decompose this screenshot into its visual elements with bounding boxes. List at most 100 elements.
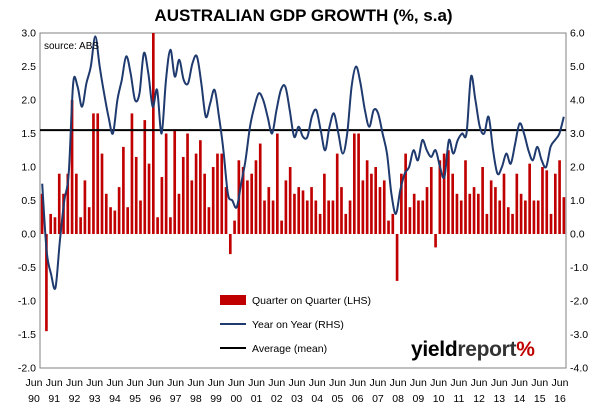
qoq-bar bbox=[207, 207, 211, 234]
qoq-bar bbox=[258, 143, 262, 234]
qoq-bar bbox=[156, 217, 159, 234]
qoq-bar bbox=[139, 200, 142, 234]
qoq-bar bbox=[318, 213, 322, 234]
x-tick-year: 00 bbox=[230, 393, 242, 405]
y-right-tick-label: 1.0 bbox=[570, 195, 585, 207]
x-tick-year: 05 bbox=[332, 393, 344, 405]
qoq-bar bbox=[263, 200, 266, 234]
qoq-bar bbox=[447, 150, 450, 234]
x-tick-month: Jun bbox=[228, 377, 245, 389]
qoq-bar bbox=[314, 200, 318, 234]
qoq-bar bbox=[502, 173, 506, 234]
qoq-bar bbox=[134, 156, 138, 234]
qoq-bar bbox=[220, 153, 224, 234]
plot-area bbox=[39, 32, 567, 369]
y-left-tick-label: 1.5 bbox=[21, 128, 36, 140]
qoq-bar bbox=[498, 200, 502, 234]
qoq-bar bbox=[387, 220, 390, 234]
qoq-bar bbox=[164, 133, 168, 234]
qoq-bar bbox=[357, 133, 360, 234]
qoq-bar bbox=[344, 213, 348, 234]
x-tick-month: Jun bbox=[268, 377, 285, 389]
qoq-bar bbox=[117, 187, 121, 234]
x-tick-month: Jun bbox=[390, 377, 407, 389]
qoq-bar bbox=[528, 163, 531, 234]
y-right-tick-label: 4.0 bbox=[570, 95, 585, 107]
x-tick-year: 94 bbox=[109, 393, 121, 405]
qoq-bar bbox=[66, 173, 70, 234]
x-tick-year: 97 bbox=[170, 393, 182, 405]
qoq-bar bbox=[524, 200, 527, 234]
x-tick-month: Jun bbox=[26, 377, 43, 389]
x-tick-month: Jun bbox=[471, 377, 488, 389]
qoq-bar bbox=[485, 213, 489, 234]
x-tick-year: 96 bbox=[150, 393, 162, 405]
y-right-tick-label: 0.0 bbox=[570, 229, 585, 241]
legend-label-average: Average (mean) bbox=[252, 343, 327, 355]
qoq-bar bbox=[305, 200, 309, 234]
qoq-bar bbox=[271, 200, 275, 234]
qoq-bar bbox=[558, 160, 561, 234]
x-tick-month: Jun bbox=[552, 377, 569, 389]
qoq-bar bbox=[143, 120, 147, 234]
qoq-bar bbox=[310, 187, 313, 234]
qoq-bar bbox=[284, 180, 288, 234]
qoq-bar bbox=[455, 193, 459, 234]
qoq-bar bbox=[79, 217, 82, 234]
qoq-bar bbox=[519, 193, 523, 234]
qoq-bar bbox=[177, 193, 181, 234]
y-left-tick-label: -1.5 bbox=[18, 329, 36, 341]
qoq-bar bbox=[288, 167, 292, 234]
qoq-bar bbox=[224, 187, 228, 234]
y-left-tick-label: 3.0 bbox=[21, 28, 36, 40]
qoq-bar bbox=[186, 133, 189, 234]
y-left-tick-label: -0.5 bbox=[18, 262, 36, 274]
legend-swatch-qoq bbox=[220, 295, 246, 305]
qoq-bar bbox=[49, 213, 53, 234]
x-tick-month: Jun bbox=[531, 377, 548, 389]
x-tick-month: Jun bbox=[491, 377, 508, 389]
qoq-bar bbox=[361, 180, 365, 234]
qoq-bar bbox=[451, 173, 455, 234]
x-tick-month: Jun bbox=[66, 377, 83, 389]
qoq-bar bbox=[293, 193, 296, 234]
qoq-bar bbox=[173, 130, 177, 234]
qoq-bar bbox=[352, 133, 356, 234]
x-tick-month: Jun bbox=[127, 377, 144, 389]
qoq-bar bbox=[365, 160, 369, 234]
x-tick-month: Jun bbox=[167, 377, 184, 389]
qoq-bar bbox=[83, 180, 87, 234]
y-left-tick-label: 2.5 bbox=[21, 61, 36, 73]
x-tick-month: Jun bbox=[329, 377, 346, 389]
qoq-bar bbox=[391, 213, 395, 234]
qoq-bar bbox=[340, 187, 343, 234]
qoq-bar bbox=[400, 173, 403, 234]
qoq-bar bbox=[434, 234, 437, 248]
y-right-tick-label: 5.0 bbox=[570, 61, 585, 73]
qoq-bar bbox=[70, 100, 74, 234]
qoq-bar bbox=[280, 220, 283, 234]
qoq-bar bbox=[541, 167, 544, 234]
qoq-bar bbox=[250, 173, 254, 234]
x-tick-year: 04 bbox=[311, 393, 323, 405]
qoq-bar bbox=[267, 187, 271, 234]
qoq-bar bbox=[190, 180, 194, 234]
x-tick-year: 10 bbox=[433, 393, 445, 405]
x-tick-year: 07 bbox=[372, 393, 384, 405]
logo-yield: yield bbox=[411, 338, 458, 361]
qoq-bar bbox=[374, 167, 378, 234]
x-tick-month: Jun bbox=[147, 377, 164, 389]
x-tick-year: 90 bbox=[28, 393, 40, 405]
qoq-bar bbox=[472, 187, 476, 234]
qoq-bar bbox=[348, 200, 352, 234]
x-tick-year: 95 bbox=[129, 393, 141, 405]
x-tick-month: Jun bbox=[106, 377, 123, 389]
y-right-tick-label: -2.0 bbox=[570, 296, 588, 308]
qoq-bar bbox=[425, 187, 429, 234]
qoq-bar bbox=[246, 180, 249, 234]
qoq-bar bbox=[421, 200, 425, 234]
qoq-bar bbox=[382, 180, 386, 234]
qoq-bar bbox=[515, 173, 519, 234]
x-tick-year: 93 bbox=[89, 393, 101, 405]
yieldreport-logo: yieldreport% bbox=[411, 338, 535, 362]
